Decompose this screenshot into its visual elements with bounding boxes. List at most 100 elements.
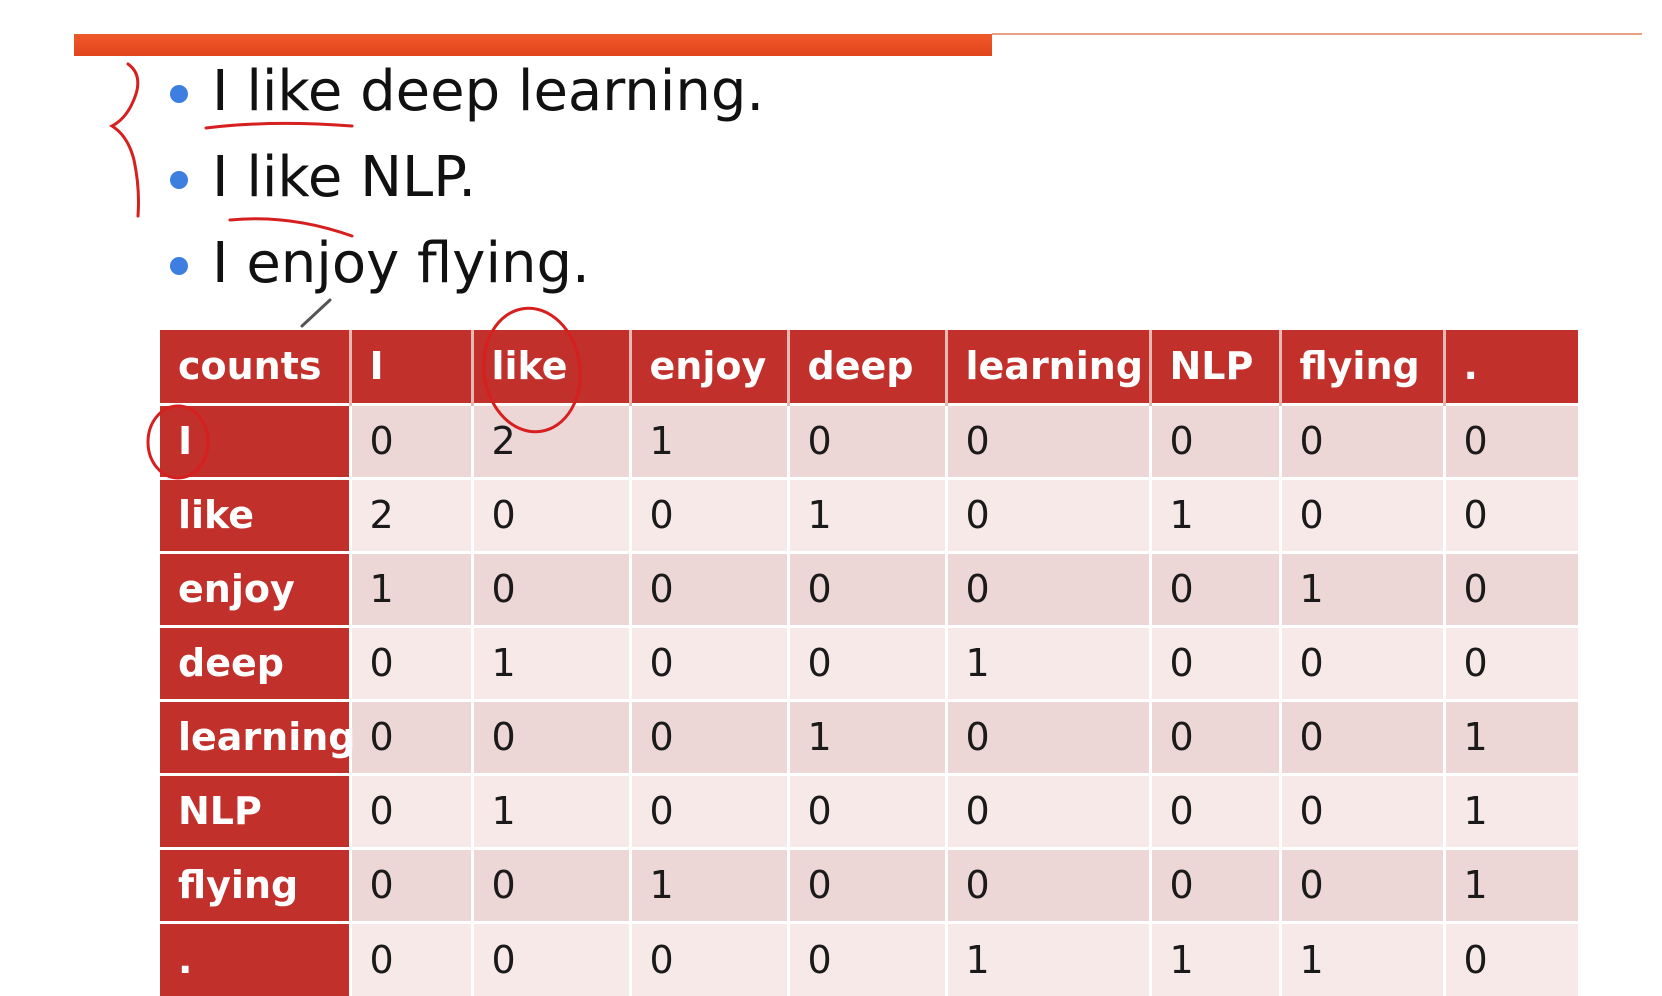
column-header: flying (1278, 330, 1444, 404)
table-cell: 0 (348, 920, 472, 996)
sentence-text: I like deep learning. (212, 59, 765, 124)
row-header: I (160, 402, 350, 478)
sentence-text: I enjoy flying. (212, 231, 590, 296)
table-cell: 0 (1442, 476, 1578, 552)
row-header: enjoy (160, 550, 350, 626)
sentence-item: I like NLP. (160, 138, 764, 224)
table-cell: 0 (1148, 550, 1280, 626)
table-cell: 0 (944, 550, 1150, 626)
column-header: . (1442, 330, 1578, 404)
table-cell: 0 (944, 476, 1150, 552)
table-cell: 0 (470, 476, 630, 552)
table-row: deep 0 1 0 0 1 0 0 0 (160, 624, 1578, 700)
table-cell: 0 (1278, 772, 1444, 848)
table-cell: 0 (628, 624, 788, 700)
table-cell: 1 (470, 772, 630, 848)
title-accent-line (992, 33, 1642, 35)
table-cell: 0 (470, 550, 630, 626)
table-cell: 0 (1278, 624, 1444, 700)
column-header: enjoy (628, 330, 788, 404)
table-cell: 0 (470, 698, 630, 774)
row-header: NLP (160, 772, 350, 848)
sentence-item: I enjoy flying. (160, 224, 764, 310)
table-cell: 1 (944, 624, 1150, 700)
bullet-dot-icon (170, 171, 188, 189)
table-cell: 1 (348, 550, 472, 626)
table-cell: 0 (1278, 402, 1444, 478)
table-cell: 0 (786, 624, 946, 700)
table-cell: 0 (944, 698, 1150, 774)
bullet-dot-icon (170, 85, 188, 103)
row-header: learning (160, 698, 356, 774)
table-cell: 0 (1442, 920, 1578, 996)
table-cell: 0 (786, 846, 946, 922)
table-cell: 0 (348, 698, 472, 774)
table-cell: 0 (348, 402, 472, 478)
table-cell: 0 (470, 920, 630, 996)
table-cell: 0 (786, 550, 946, 626)
table-row: I 0 2 1 0 0 0 0 0 (160, 402, 1578, 478)
table-cell: 0 (1148, 402, 1280, 478)
table-row: . 0 0 0 0 1 1 1 0 (160, 920, 1578, 996)
table-row: NLP 0 1 0 0 0 0 0 1 (160, 772, 1578, 848)
table-cell: 2 (470, 402, 630, 478)
table-cell: 0 (944, 402, 1150, 478)
table-cell: 0 (628, 920, 788, 996)
column-header: I (348, 330, 472, 404)
table-cell: 0 (628, 550, 788, 626)
table-cell: 1 (470, 624, 630, 700)
table-row: enjoy 1 0 0 0 0 0 1 0 (160, 550, 1578, 626)
table-cell: 1 (786, 476, 946, 552)
table-cell: 0 (786, 920, 946, 996)
table-cell: 0 (1148, 846, 1280, 922)
sentence-list: I like deep learning. I like NLP. I enjo… (160, 52, 764, 310)
table-cell: 0 (1148, 772, 1280, 848)
sentence-text: I like NLP. (212, 145, 477, 210)
table-cell: 1 (1148, 476, 1280, 552)
table-cell: 1 (1278, 920, 1444, 996)
table-cell: 1 (1148, 920, 1280, 996)
table-cell: 0 (470, 846, 630, 922)
table-cell: 1 (1442, 772, 1578, 848)
table-cell: 0 (1442, 624, 1578, 700)
row-header: . (160, 920, 350, 996)
table-cell: 1 (944, 920, 1150, 996)
table-cell: 1 (786, 698, 946, 774)
row-header: deep (160, 624, 350, 700)
table-cell: 1 (1278, 550, 1444, 626)
table-cell: 0 (1442, 402, 1578, 478)
column-header: NLP (1148, 330, 1280, 404)
table-cell: 0 (348, 624, 472, 700)
table-cell: 0 (1148, 698, 1280, 774)
table-cell: 1 (1442, 846, 1578, 922)
table-cell: 2 (348, 476, 472, 552)
table-cell: 0 (628, 476, 788, 552)
table-cell: 0 (786, 402, 946, 478)
table-corner-cell: counts (160, 330, 350, 404)
table-cell: 0 (1278, 846, 1444, 922)
title-accent-bar (74, 34, 992, 56)
table-cell: 0 (628, 698, 788, 774)
column-header: learning (944, 330, 1150, 404)
table-cell: 1 (1442, 698, 1578, 774)
table-cell: 0 (1278, 698, 1444, 774)
column-header: deep (786, 330, 946, 404)
table-cell: 0 (944, 846, 1150, 922)
table-cell: 1 (628, 402, 788, 478)
table-row: like 2 0 0 1 0 1 0 0 (160, 476, 1578, 552)
table-cell: 1 (628, 846, 788, 922)
sentence-item: I like deep learning. (160, 52, 764, 138)
table-cell: 0 (348, 846, 472, 922)
table-cell: 0 (1148, 624, 1280, 700)
table-cell: 0 (1278, 476, 1444, 552)
table-cell: 0 (944, 772, 1150, 848)
brace-annotation (108, 62, 140, 218)
cooccurrence-table: counts I like enjoy deep learning NLP fl… (160, 330, 1578, 996)
table-cell: 0 (628, 772, 788, 848)
table-cell: 0 (1442, 550, 1578, 626)
table-row: learning 0 0 0 1 0 0 0 1 (160, 698, 1578, 774)
table-cell: 0 (786, 772, 946, 848)
table-row: flying 0 0 1 0 0 0 0 1 (160, 846, 1578, 922)
bullet-dot-icon (170, 257, 188, 275)
